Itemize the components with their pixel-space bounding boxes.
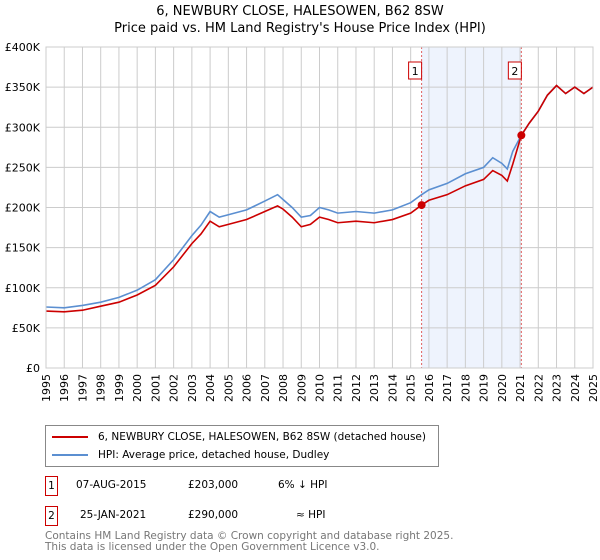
transaction-hpi: ≈ HPI: [296, 509, 326, 521]
x-tick-label: 2001: [149, 374, 162, 402]
legend-label: 6, NEWBURY CLOSE, HALESOWEN, B62 8SW (de…: [98, 431, 426, 443]
transaction-hpi: 6% ↓ HPI: [278, 479, 328, 491]
x-tick-label: 1997: [76, 374, 89, 402]
legend-label: HPI: Average price, detached house, Dudl…: [98, 449, 330, 461]
sale-point: [417, 201, 426, 210]
sale-label: 1: [412, 65, 419, 78]
x-tick-label: 2019: [478, 374, 491, 402]
x-tick-label: 2012: [350, 374, 363, 402]
footer: Contains HM Land Registry data © Crown c…: [45, 531, 453, 553]
x-tick-label: 2005: [222, 374, 235, 402]
footer-licence: This data is licensed under the Open Gov…: [45, 541, 380, 553]
x-tick-label: 2025: [587, 374, 600, 402]
transaction-marker: 1: [45, 476, 58, 496]
x-tick-label: 2003: [186, 374, 199, 402]
sale-label-box: [408, 61, 423, 80]
legend-item-property: 6, NEWBURY CLOSE, HALESOWEN, B62 8SW (de…: [52, 431, 426, 443]
legend-item-hpi: HPI: Average price, detached house, Dudl…: [52, 449, 329, 461]
chart-subtitle: Price paid vs. HM Land Registry's House …: [114, 21, 486, 36]
x-tick-label: 2011: [332, 374, 345, 402]
x-tick-label: 2007: [259, 374, 272, 402]
x-tick-label: 2006: [241, 374, 254, 402]
transaction-price: £290,000: [188, 509, 239, 521]
price-chart: £0 £50K £100K £150K £200K £250K £300K £350K £400…: [5, 41, 600, 402]
y-tick-label: £50K: [12, 322, 41, 335]
y-tick-label: £300K: [5, 121, 41, 134]
sale-label: 2: [511, 65, 518, 78]
x-tick-label: 2009: [295, 374, 308, 402]
sale-label-box: [507, 61, 522, 80]
x-tick-label: 2000: [131, 374, 144, 402]
legend-swatch-blue: [52, 454, 88, 456]
x-tick-label: 1995: [40, 374, 53, 402]
sale-point: [517, 131, 526, 140]
y-tick-label: £150K: [5, 242, 41, 255]
x-tick-label: 2010: [314, 374, 327, 402]
transaction-date: 07-AUG-2015: [76, 479, 147, 491]
transaction-date: 25-JAN-2021: [80, 509, 147, 521]
series-line: [45, 84, 594, 313]
y-tick-label: £350K: [5, 81, 41, 94]
x-tick-label: 2022: [532, 374, 545, 402]
x-tick-label: 2017: [441, 374, 454, 402]
transaction-marker: 2: [45, 506, 58, 526]
y-tick-label: £250K: [5, 161, 41, 174]
x-tick-label: 1996: [58, 374, 71, 402]
x-tick-label: 2016: [423, 374, 436, 402]
transaction-price: £203,000: [188, 479, 239, 491]
x-tick-label: 2023: [551, 374, 564, 402]
y-tick-label: £400K: [5, 41, 41, 54]
footer-copyright: Contains HM Land Registry data © Crown c…: [45, 530, 454, 542]
x-tick-label: 1999: [113, 374, 126, 402]
x-tick-label: 2004: [204, 374, 217, 402]
chart-title: 6, NEWBURY CLOSE, HALESOWEN, B62 8SW: [156, 4, 444, 19]
legend: 6, NEWBURY CLOSE, HALESOWEN, B62 8SW (de…: [45, 425, 439, 467]
x-tick-label: 2014: [386, 374, 399, 402]
y-tick-label: £0: [26, 362, 40, 375]
x-tick-label: 2020: [496, 374, 509, 402]
x-tick-label: 1998: [95, 374, 108, 402]
plot-frame: [45, 46, 594, 369]
x-tick-label: 2015: [405, 374, 418, 402]
x-tick-label: 2002: [168, 374, 181, 402]
x-tick-label: 2018: [459, 374, 472, 402]
y-tick-label: £100K: [5, 282, 41, 295]
legend-swatch-red: [52, 436, 88, 438]
x-tick-label: 2021: [514, 374, 527, 402]
x-tick-label: 2008: [277, 374, 290, 402]
y-tick-label: £200K: [5, 202, 41, 215]
x-tick-label: 2013: [368, 374, 381, 402]
x-tick-label: 2024: [569, 374, 582, 402]
